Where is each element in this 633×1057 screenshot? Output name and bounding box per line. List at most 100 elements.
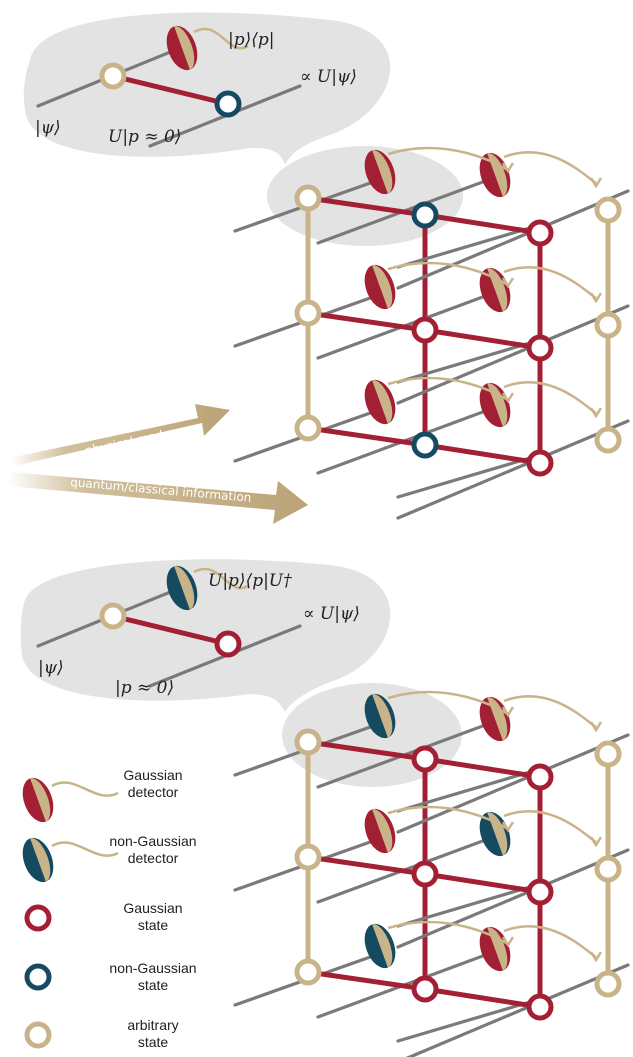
detector — [364, 923, 396, 969]
wire — [396, 997, 542, 1043]
detector-face — [487, 927, 508, 971]
arbitrary-state-node — [594, 196, 622, 224]
wire — [396, 848, 630, 949]
detector-face — [30, 838, 51, 882]
bubble-fiber — [193, 27, 249, 50]
detector-face — [487, 697, 508, 741]
wire — [396, 767, 542, 813]
detector — [364, 808, 396, 854]
legend-label-line1: non-Gaussian — [109, 960, 197, 976]
detector-face — [372, 809, 393, 853]
arbitrary-state-icon — [24, 1021, 52, 1049]
detector-face — [372, 265, 393, 309]
classical-feedforward-line — [387, 261, 509, 287]
classical-feedforward-line — [387, 805, 509, 831]
feedforward-arrowhead — [589, 292, 603, 304]
detector-face — [372, 924, 393, 968]
wire — [396, 338, 542, 384]
bubble-input-node — [99, 602, 127, 630]
bond — [424, 871, 541, 895]
arbitrary-state-node — [294, 184, 322, 212]
detector-face — [487, 268, 508, 312]
arbitrary-state-node — [594, 740, 622, 768]
bottom-lattice — [233, 690, 630, 1057]
detector-face — [372, 694, 393, 738]
wire — [396, 304, 630, 405]
classical-feedforward-line — [503, 809, 597, 844]
gaussian-state-node — [526, 334, 554, 362]
gaussian-detector-icon — [22, 777, 54, 823]
detector-face — [174, 566, 195, 610]
feedforward-arrowhead — [589, 177, 603, 189]
arbitrary-state-node — [294, 958, 322, 986]
classical-feedforward-line — [503, 924, 597, 959]
top-arrows: physical modes quantum/classical informa… — [8, 404, 308, 524]
bond — [112, 73, 229, 107]
detector — [364, 693, 396, 739]
detector-face — [174, 26, 195, 70]
legend-label-line1: Gaussian — [123, 900, 183, 916]
bond — [424, 442, 541, 466]
bond — [307, 195, 426, 218]
legend-label-line2: state — [137, 977, 169, 993]
feedforward-arrowhead — [589, 721, 603, 733]
wire — [396, 223, 542, 269]
wire — [396, 189, 630, 290]
state-node — [411, 745, 439, 773]
top-input-label: |ψ⟩ — [35, 118, 61, 138]
legend-fiber — [51, 841, 119, 857]
classical-feedforward-line — [387, 690, 509, 716]
arbitrary-state-node — [594, 311, 622, 339]
detector — [364, 379, 396, 425]
legend-label-line2: state — [137, 1034, 169, 1050]
classical-feedforward-line — [503, 694, 597, 729]
state-node — [411, 975, 439, 1003]
wire — [396, 882, 542, 928]
legend-gaussian-detector: Gaussian detector — [88, 767, 218, 801]
bubble-input-node — [99, 62, 127, 90]
bubble-ancilla-node — [214, 630, 242, 658]
legend-arbitrary-state: arbitrary state — [88, 1017, 218, 1051]
bottom-input-label: |ψ⟩ — [38, 658, 64, 678]
detector — [364, 149, 396, 195]
bubble-fiber — [193, 567, 249, 590]
information-label: quantum/classical information — [70, 475, 252, 505]
legend-gaussian-state: Gaussian state — [88, 900, 218, 934]
wire — [396, 419, 630, 520]
top-lattice — [233, 146, 630, 520]
classical-feedforward-line — [387, 920, 509, 946]
feedforward-arrowhead — [501, 392, 515, 404]
arbitrary-state-node — [594, 426, 622, 454]
bond — [424, 756, 541, 780]
state-node — [411, 860, 439, 888]
arbitrary-state-node — [294, 728, 322, 756]
state-node — [411, 316, 439, 344]
detector — [364, 264, 396, 310]
wire — [396, 733, 630, 834]
detector-face — [372, 150, 393, 194]
arbitrary-state-node — [294, 843, 322, 871]
bond — [307, 425, 426, 448]
bond — [307, 854, 426, 877]
gaussian-state-node — [526, 993, 554, 1021]
feedforward-arrowhead — [501, 706, 515, 718]
classical-feedforward-line — [503, 265, 597, 300]
bond — [307, 739, 426, 762]
feedforward-arrowhead — [589, 836, 603, 848]
legend-label-line2: state — [137, 917, 169, 933]
wire — [405, 963, 630, 1057]
gaussian-state-node — [526, 449, 554, 477]
top-ancilla-label: U|p ≈ 0⟩ — [108, 127, 181, 147]
state-node — [411, 431, 439, 459]
bond — [424, 327, 541, 351]
bond — [112, 613, 229, 647]
feedforward-arrowhead — [501, 821, 515, 833]
arbitrary-state-node — [594, 970, 622, 998]
bubble-detector — [166, 25, 198, 71]
bond — [424, 212, 541, 236]
feedforward-arrowhead — [589, 407, 603, 419]
bottom-output-label: ∝ U|ψ⟩ — [303, 604, 360, 624]
legend-icons — [22, 777, 119, 1049]
bottom-bubble-content — [36, 565, 302, 688]
wire — [396, 453, 542, 499]
